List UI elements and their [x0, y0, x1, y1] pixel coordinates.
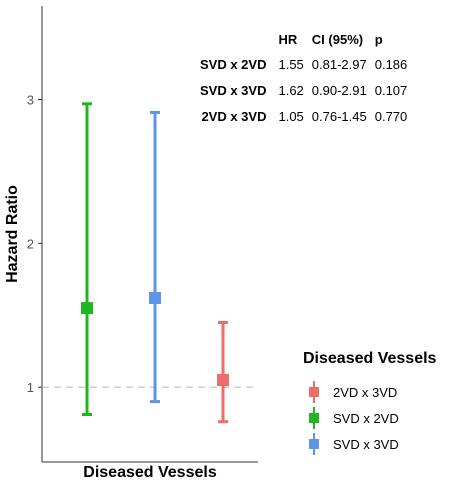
- legend-key: [303, 407, 325, 429]
- stats-row-hr: 1.05: [278, 108, 304, 124]
- stats-row-p: 0.186: [374, 56, 408, 72]
- legend-key-square: [309, 413, 319, 423]
- legend-item-label: SVD x 3VD: [333, 436, 399, 452]
- legend: Diseased Vessels 2VD x 3VD SVD x 2VD SVD x…: [303, 350, 436, 458]
- error-bar-group: [149, 110, 161, 404]
- stats-row-hr: 1.62: [278, 82, 304, 98]
- legend-key-square: [309, 439, 319, 449]
- legend-items: 2VD x 3VD SVD x 2VD SVD x 3VD: [303, 380, 436, 456]
- point-estimate: [81, 302, 93, 315]
- legend-item: 2VD x 3VD: [303, 380, 436, 404]
- stats-row-p: 0.770: [374, 108, 408, 124]
- stats-row-hr: 1.55: [278, 56, 304, 72]
- legend-item-label: 2VD x 3VD: [333, 384, 398, 400]
- y-tick-label: 1: [27, 380, 34, 395]
- stats-row-ci: 0.81-2.97: [311, 56, 367, 72]
- plot-marks: [81, 102, 229, 424]
- legend-key: [303, 381, 325, 403]
- legend-title: Diseased Vessels: [303, 350, 437, 367]
- y-tick-label: 2: [27, 236, 34, 251]
- stats-row-ci: 0.76-1.45: [311, 108, 367, 124]
- error-bar-group: [217, 320, 229, 424]
- legend-item: SVD x 3VD: [303, 432, 436, 456]
- point-estimate: [217, 374, 229, 387]
- y-tick-label: 3: [27, 93, 34, 108]
- y-axis-title: Hazard Ratio: [4, 185, 21, 283]
- point-estimate: [149, 292, 161, 305]
- stats-header-p: p: [374, 32, 383, 47]
- legend-item-label: SVD x 2VD: [333, 410, 399, 426]
- legend-key-square: [309, 387, 319, 397]
- stats-header-row: HR CI (95%) p: [196, 32, 411, 51]
- x-axis-title: Diseased Vessels: [83, 464, 217, 481]
- stats-row-label: SVD x 2VD: [200, 56, 267, 72]
- stats-row: SVD x 3VD 1.62 0.90-2.91 0.107: [196, 77, 411, 103]
- stats-row-label: 2VD x 3VD: [201, 108, 267, 124]
- legend-key: [303, 433, 325, 455]
- y-ticks: 1 2 3: [27, 93, 42, 395]
- stats-row-ci: 0.90-2.91: [311, 82, 367, 98]
- stats-header-hr: HR: [278, 32, 298, 47]
- stats-row: SVD x 2VD 1.55 0.81-2.97 0.186: [196, 51, 411, 77]
- stats-row: 2VD x 3VD 1.05 0.76-1.45 0.770: [196, 103, 411, 129]
- stats-header-ci: CI (95%): [311, 32, 364, 47]
- error-bar-group: [81, 102, 93, 417]
- legend-item: SVD x 2VD: [303, 406, 436, 430]
- stats-table: HR CI (95%) p SVD x 2VD 1.55 0.81-2.97 0…: [196, 32, 411, 129]
- stats-row-p: 0.107: [374, 82, 408, 98]
- stats-row-label: SVD x 3VD: [200, 82, 267, 98]
